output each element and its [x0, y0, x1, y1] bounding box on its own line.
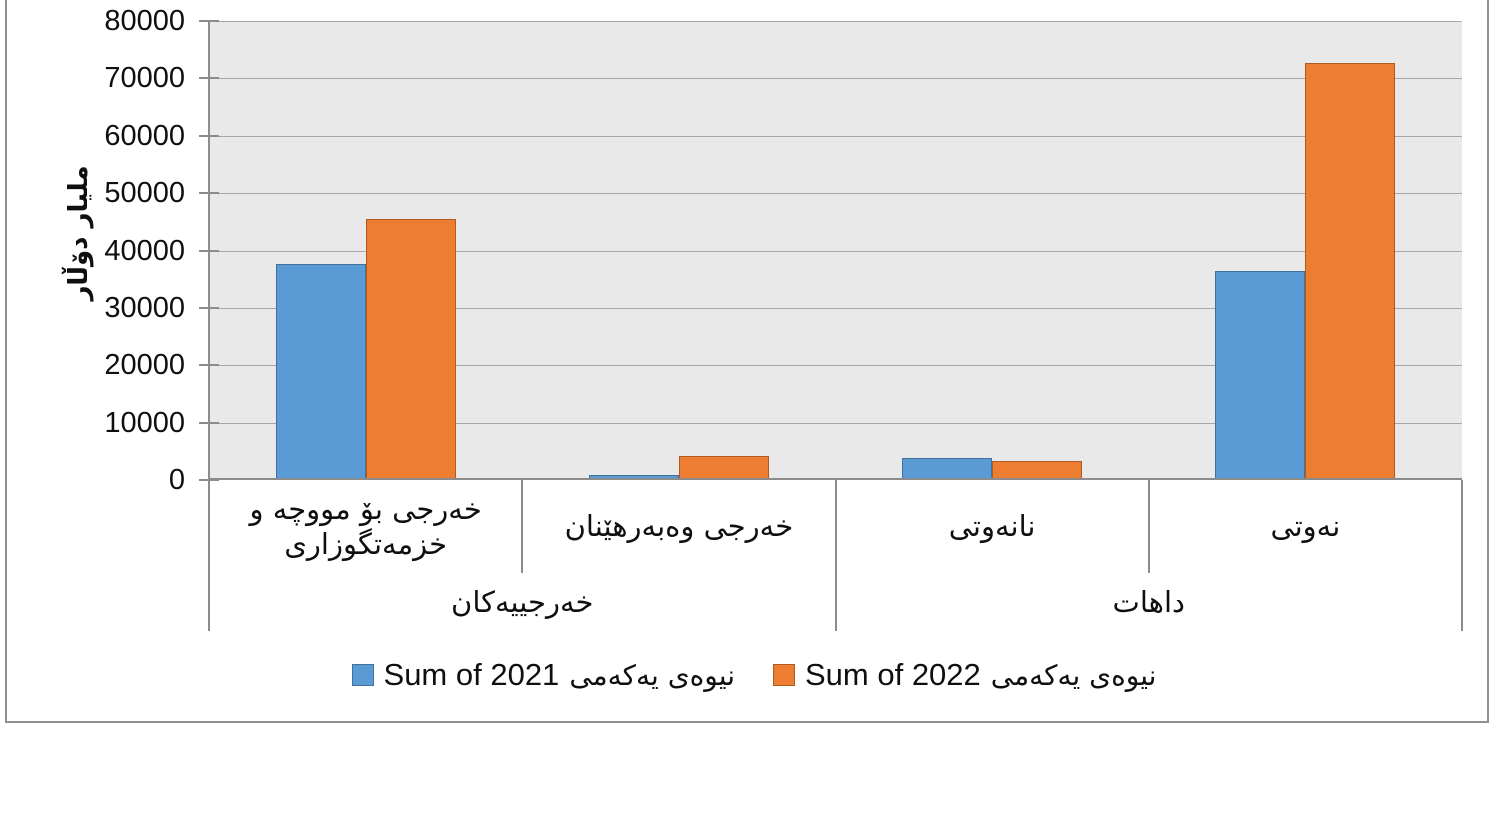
gridline-30000	[209, 307, 1462, 309]
category-label-3: نانەوتی	[948, 509, 1036, 544]
y-tick-label-70000: 70000	[104, 62, 185, 95]
y-tick-label-30000: 30000	[104, 291, 185, 324]
chart-frame[interactable]: ملیار دۆڵار 0 10000 20000 30000 40000 50000 60…	[5, 0, 1489, 723]
axis-table-line-1	[521, 480, 524, 573]
axis-table-line-0	[208, 21, 210, 631]
y-tick-label-20000: 20000	[104, 349, 185, 382]
x-axis-line	[209, 478, 1462, 480]
legend-item-1[interactable]: Sum of 2021 نیوەی یەکەمی	[351, 657, 735, 693]
legend-swatch-2	[773, 664, 795, 686]
legend-item-2[interactable]: Sum of 2022 نیوەی یەکەمی	[773, 657, 1156, 693]
y-tick-label-80000: 80000	[104, 5, 185, 37]
y-tick-label-60000: 60000	[104, 119, 185, 152]
legend-swatch-1	[351, 664, 374, 686]
legend-label-en-2: Sum of 2022	[805, 657, 981, 692]
category-group-label-2: داهات	[1112, 585, 1185, 619]
axis-table-line-3	[1147, 480, 1150, 573]
y-tick-label-10000: 10000	[104, 406, 185, 439]
gridline-60000	[209, 135, 1462, 137]
y-tick-label-50000: 50000	[104, 177, 185, 210]
plot-area	[209, 21, 1462, 480]
legend-label-ku-1: نیوەی یەکەمی	[569, 658, 735, 692]
category-label-2: خەرجی وەبەرهێنان	[564, 509, 794, 544]
y-tick-label-40000: 40000	[104, 234, 185, 267]
gridline-20000	[209, 365, 1462, 367]
category-label-1: خەرجی بۆ مووچە و خزمەتگوزاری	[249, 491, 482, 561]
bar-s1-c4[interactable]	[1215, 271, 1306, 480]
bar-s1-c1[interactable]	[275, 264, 366, 480]
gridline-50000	[209, 193, 1462, 195]
gridline-80000	[209, 21, 1462, 22]
bar-s2-c1[interactable]	[365, 219, 456, 480]
bar-s2-c4[interactable]	[1305, 63, 1396, 480]
gridline-70000	[209, 78, 1462, 80]
category-label-4: نەوتی	[1270, 509, 1341, 544]
gridline-10000	[209, 422, 1462, 424]
axis-table-line-2	[834, 480, 837, 631]
y-tick-label-0: 0	[168, 464, 185, 496]
bar-s2-c2[interactable]	[678, 456, 769, 480]
legend-label-ku-2: نیوەی یەکەمی	[990, 658, 1157, 692]
category-group-label-1: خەرجییەکان	[451, 585, 594, 619]
axis-table-line-4	[1461, 480, 1463, 631]
legend: Sum of 2021 نیوەی یەکەمی Sum of 2022 نیوەی …	[14, 650, 1494, 700]
legend-label-en-1: Sum of 2021	[383, 657, 560, 692]
gridline-40000	[209, 250, 1462, 252]
bar-s1-c3[interactable]	[902, 458, 993, 480]
